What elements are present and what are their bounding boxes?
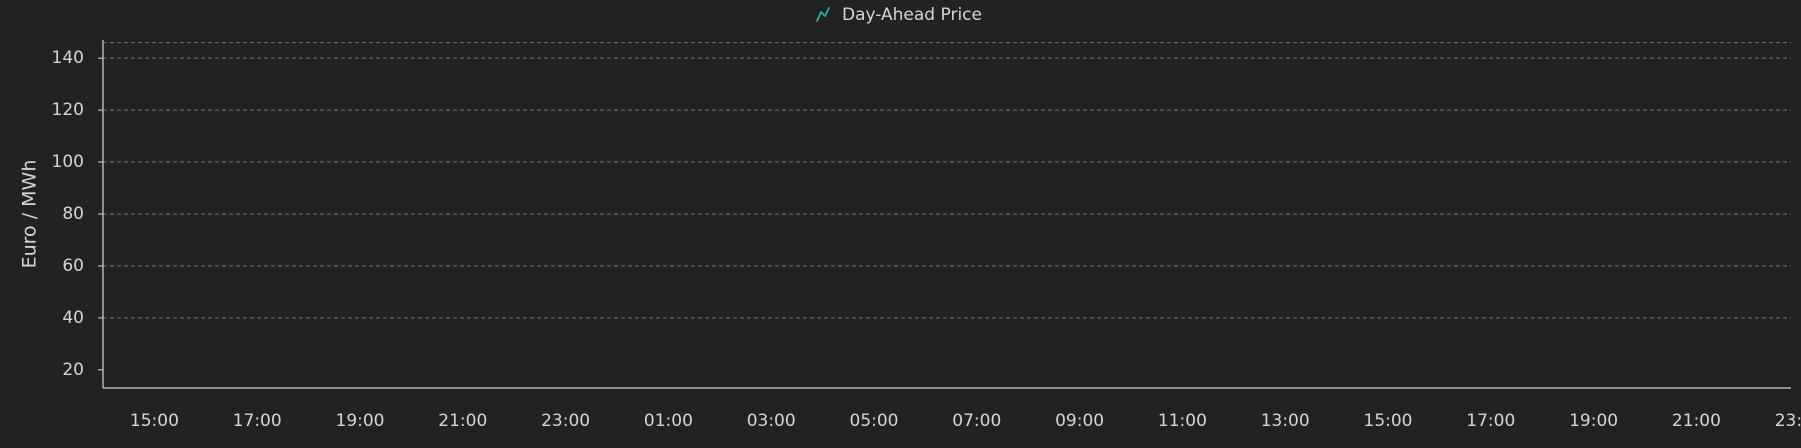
x-tick-label: 21:00 [438, 411, 487, 431]
x-tick-label: 11:00 [1158, 411, 1207, 431]
x-tick-label: 03:00 [747, 411, 796, 431]
x-tick-label: 01:00 [644, 411, 693, 431]
x-tick-label: 15:00 [130, 411, 179, 431]
x-tick-label: 13:00 [1261, 411, 1310, 431]
y-tick-label: 100 [52, 152, 84, 172]
x-tick-label: 23:00 [1775, 411, 1801, 431]
x-tick-label: 19:00 [1569, 411, 1618, 431]
line-series-icon [816, 7, 830, 22]
y-tick-label: 80 [62, 204, 84, 224]
y-tick-label: 40 [62, 308, 84, 328]
x-ticks-layer: 15:00 17:00 19:00 21:00 23:00 01:00 03:00 05:00… [130, 411, 1801, 431]
legend-label: Day-Ahead Price [842, 5, 982, 25]
y-tick-label: 60 [62, 256, 84, 276]
x-tick-label: 21:00 [1672, 411, 1721, 431]
x-tick-label: 05:00 [850, 411, 899, 431]
y-axis-title: Euro / MWh [19, 160, 41, 269]
y-tick-label: 140 [52, 48, 84, 68]
x-tick-label: 09:00 [1055, 411, 1104, 431]
x-tick-label: 15:00 [1364, 411, 1413, 431]
x-tick-label: 19:00 [336, 411, 385, 431]
x-tick-label: 17:00 [1466, 411, 1515, 431]
y-ticks-layer: 20 40 60 80 100 120 140 [52, 48, 103, 380]
x-tick-label: 23:00 [541, 411, 590, 431]
y-tick-label: 20 [62, 360, 84, 380]
x-tick-label: 07:00 [952, 411, 1001, 431]
x-tick-label: 17:00 [233, 411, 282, 431]
y-tick-label: 120 [52, 100, 84, 120]
grid-layer [103, 42, 1791, 319]
legend[interactable]: Day-Ahead Price [816, 5, 982, 25]
